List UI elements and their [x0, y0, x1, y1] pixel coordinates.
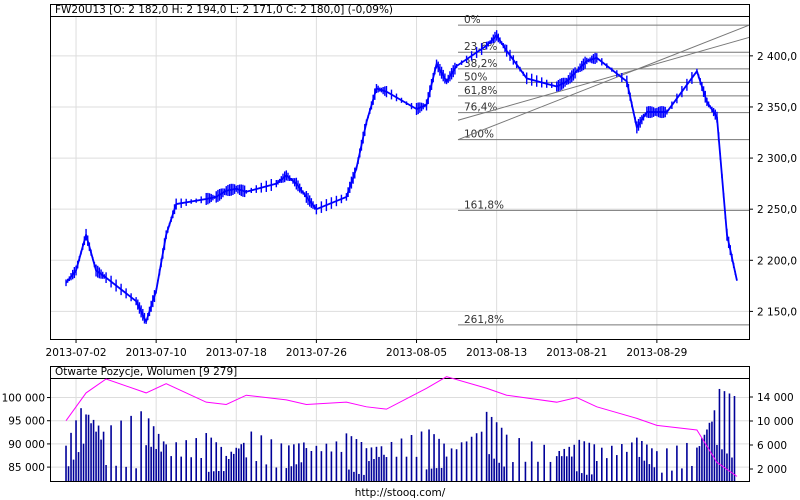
open-interest-axis: 100 000 95 000 90 000 85 000 — [2, 393, 51, 474]
main-y-tick-label: 2 400,0 — [757, 51, 797, 63]
main-y-tick-label: 2 300,0 — [757, 153, 797, 165]
main-x-tick-label: 2013-08-21 — [546, 347, 607, 359]
main-x-tick-label: 2013-07-02 — [46, 347, 107, 359]
main-y-tick-label: 2 150,0 — [757, 306, 797, 318]
fibonacci-retracement: 0% 23,6% 38,2%50% 61,8% 76,4% 100% 161,8% 261,8… — [457, 14, 750, 326]
fib-level-label: 50% — [464, 71, 487, 83]
volume-tick-label: 14 000 — [757, 392, 794, 404]
fib-level-label: 76,4% — [464, 102, 497, 114]
oi-tick-label: 95 000 — [8, 416, 45, 428]
volume-bars — [65, 388, 736, 481]
volume-chart-title: Otwarte Pozycje, Wolumen [9 279] — [55, 366, 237, 378]
main-y-tick-label: 2 250,0 — [757, 204, 797, 216]
main-x-tick-label: 2013-07-18 — [206, 347, 267, 359]
fib-level-label: 23,6% — [464, 41, 497, 53]
oi-tick-label: 90 000 — [8, 439, 45, 451]
main-grid — [51, 17, 749, 339]
fib-level-label: 161,8% — [464, 199, 504, 211]
price-series — [65, 30, 738, 324]
open-interest-polyline — [65, 376, 738, 477]
fib-trend-line — [457, 36, 750, 121]
volume-chart-frame — [50, 366, 750, 482]
main-y-axis: 2 400,0 2 350,0 2 300,0 2 250,0 2 200,0 2 150… — [749, 51, 797, 318]
main-x-tick-label: 2013-07-10 — [126, 347, 187, 359]
oi-tick-label: 100 000 — [2, 393, 45, 405]
main-x-tick-label: 2013-08-29 — [626, 347, 687, 359]
main-x-tick-label: 2013-08-13 — [466, 347, 527, 359]
fib-level-label: 38,2% — [464, 58, 497, 70]
main-chart-frame — [50, 4, 750, 340]
fib-level-label: 0% — [464, 14, 481, 26]
volume-tick-label: 2 000 — [757, 464, 787, 476]
main-x-tick-label: 2013-07-26 — [286, 347, 347, 359]
fib-level-label: 100% — [464, 129, 494, 141]
main-x-axis: 2013-07-02 2013-07-10 2013-07-18 2013-07-26… — [46, 339, 687, 359]
main-chart-title: FW20U13 [O: 2 182,0 H: 2 194,0 L: 2 171,… — [55, 4, 393, 16]
volume-tick-label: 6 000 — [757, 440, 787, 452]
main-x-tick-label: 2013-08-05 — [386, 347, 447, 359]
fib-level-label: 261,8% — [464, 314, 504, 326]
main-y-tick-label: 2 350,0 — [757, 102, 797, 114]
open-interest-line — [65, 376, 738, 477]
fib-level-label: 61,8% — [464, 85, 497, 97]
volume-tick-label: 10 000 — [757, 416, 794, 428]
footer-url: http://stooq.com/ — [355, 487, 446, 499]
oi-tick-label: 85 000 — [8, 462, 45, 474]
fib-trend-line — [457, 24, 750, 141]
main-y-tick-label: 2 200,0 — [757, 255, 797, 267]
volume-axis: 14 000 10 000 6 000 2 000 — [749, 392, 794, 476]
